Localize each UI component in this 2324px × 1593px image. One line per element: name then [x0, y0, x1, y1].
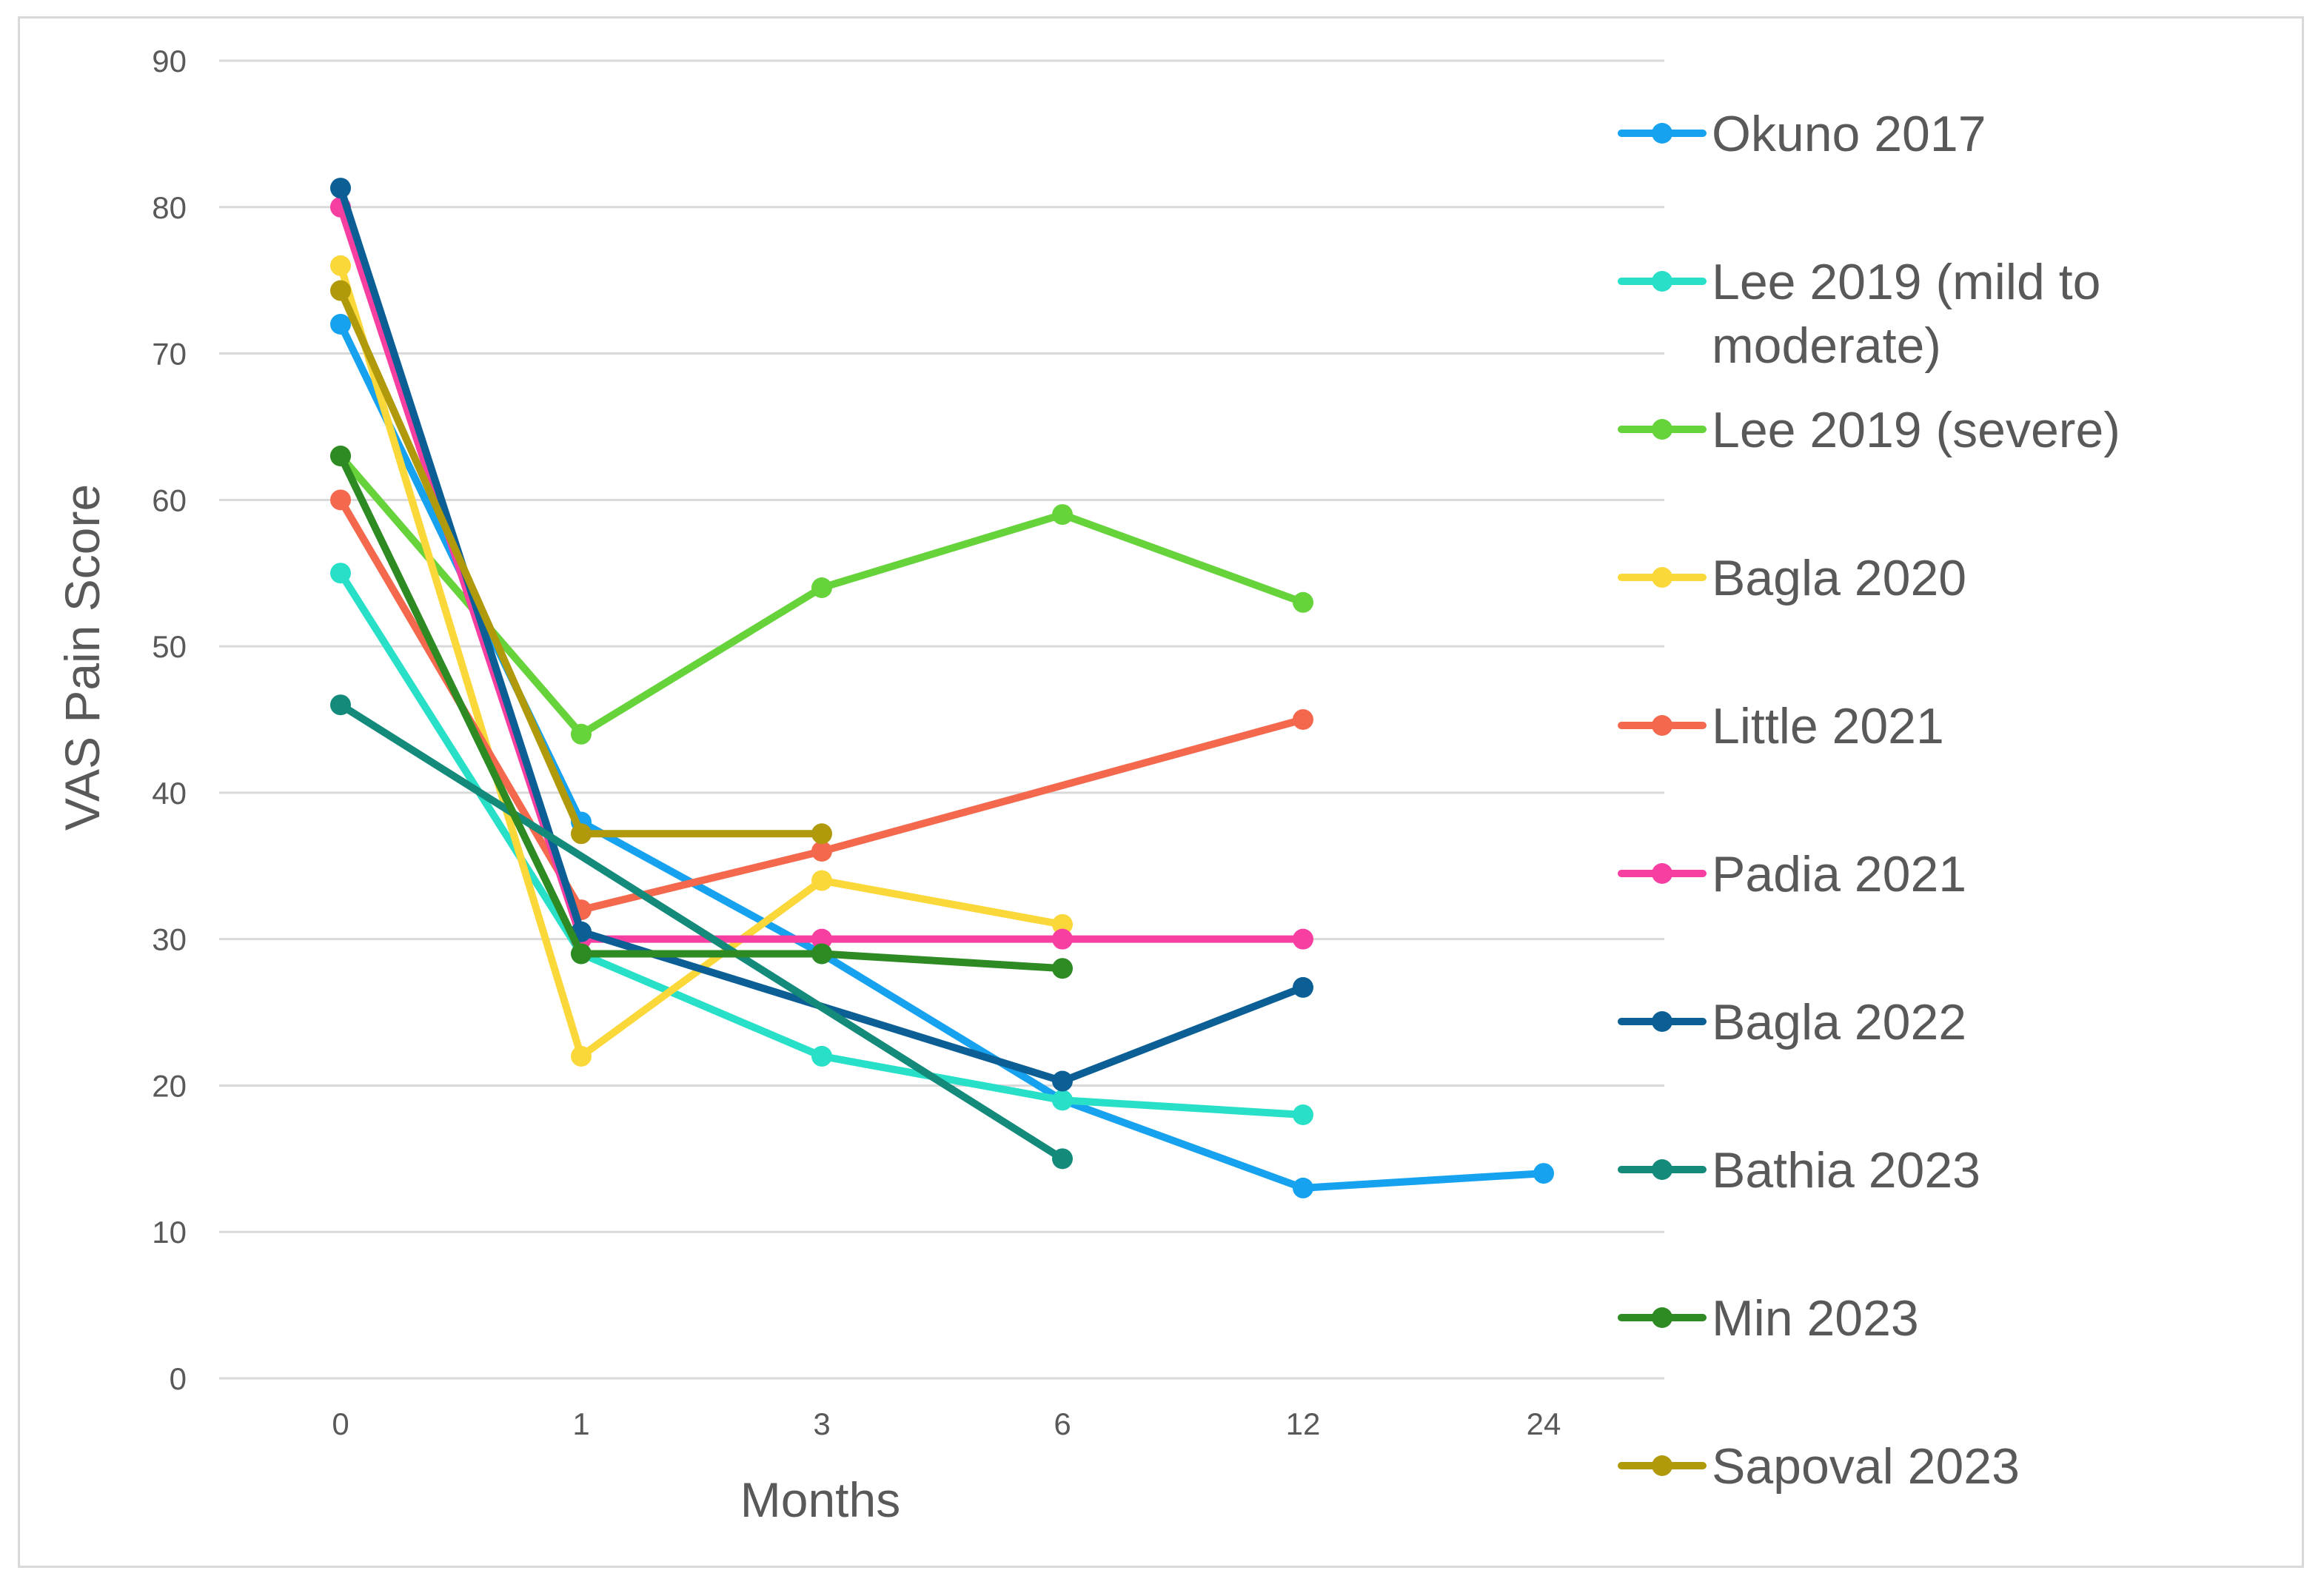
data-point	[1052, 504, 1073, 526]
legend-marker	[1652, 715, 1672, 736]
legend-item: Bagla 2020	[1618, 550, 1966, 606]
series-lines	[330, 178, 1554, 1198]
legend-label: Bathia 2023	[1712, 1142, 1980, 1198]
y-axis-title: VAS Pain Score	[55, 484, 110, 831]
legend-label: Lee 2019 (mild to	[1712, 254, 2100, 310]
data-point	[1293, 976, 1313, 998]
gridlines	[219, 59, 1664, 1380]
legend-label: Little 2021	[1712, 698, 1944, 754]
data-point	[1052, 958, 1073, 979]
legend-item: Bathia 2023	[1618, 1142, 1980, 1198]
legend-marker	[1652, 863, 1672, 884]
data-point	[571, 723, 592, 745]
legend-item: Lee 2019 (mild to moderate)	[1618, 254, 2100, 374]
y-tick-label: 80	[152, 190, 187, 225]
data-point	[330, 255, 351, 276]
x-axis-tick-labels: 0 1 3 6 12 24	[332, 1406, 1561, 1441]
legend-label: Okuno 2017	[1712, 106, 1986, 162]
legend-item: Okuno 2017	[1618, 106, 1986, 162]
data-point	[1293, 1104, 1313, 1125]
legend-label: Bagla 2020	[1712, 550, 1966, 606]
y-tick-label: 40	[152, 776, 187, 811]
y-tick-label: 50	[152, 629, 187, 664]
data-point	[1293, 1177, 1313, 1198]
y-tick-label: 0	[170, 1361, 187, 1396]
y-axis-tick-labels: 0 10 20 30 40 50 60 70 80 90	[152, 44, 187, 1396]
legend-marker	[1652, 123, 1672, 144]
series-8	[330, 446, 1073, 979]
data-point	[811, 577, 832, 598]
data-point	[330, 178, 351, 199]
legend-item: Lee 2019 (severe)	[1618, 402, 2120, 458]
x-tick-label: 12	[1286, 1406, 1321, 1441]
y-tick-label: 70	[152, 337, 187, 372]
y-tick-label: 60	[152, 483, 187, 517]
data-point	[330, 446, 351, 466]
data-point	[811, 1045, 832, 1067]
series-line	[337, 701, 1066, 1163]
legend-item: Min 2023	[1618, 1290, 1919, 1346]
legend-label: Min 2023	[1712, 1290, 1919, 1346]
legend-label: Bagla 2022	[1712, 994, 1966, 1050]
legend-marker	[1652, 271, 1672, 292]
x-tick-label: 6	[1054, 1406, 1071, 1441]
data-point	[1533, 1163, 1554, 1184]
legend-item: Padia 2021	[1618, 846, 1966, 902]
data-point	[811, 870, 832, 891]
data-point	[330, 489, 351, 511]
y-tick-label: 10	[152, 1215, 187, 1250]
data-point	[330, 280, 351, 301]
data-point	[330, 314, 351, 335]
series-line	[337, 452, 1066, 973]
x-tick-label: 24	[1527, 1406, 1561, 1441]
data-point	[571, 1045, 592, 1067]
series-9	[330, 280, 832, 845]
legend-item: Bagla 2022	[1618, 994, 1966, 1050]
legend-marker	[1652, 1011, 1672, 1032]
x-tick-label: 0	[332, 1406, 349, 1441]
series-0	[330, 314, 1554, 1198]
legend-marker	[1652, 567, 1672, 588]
legend-item: Sapoval 2023	[1618, 1438, 2020, 1495]
y-tick-label: 20	[152, 1068, 187, 1103]
legend-marker	[1652, 1307, 1672, 1328]
data-point	[1052, 1070, 1073, 1092]
data-point	[330, 694, 351, 716]
legend-marker	[1652, 1455, 1672, 1476]
data-point	[1052, 1148, 1073, 1170]
data-point	[330, 563, 351, 584]
legend-label: Padia 2021	[1712, 846, 1966, 902]
x-tick-label: 3	[813, 1406, 830, 1441]
legend-item: Little 2021	[1618, 698, 1944, 754]
data-point	[1293, 928, 1313, 950]
data-point	[571, 943, 592, 965]
y-tick-label: 30	[152, 922, 187, 957]
series-7	[330, 694, 1073, 1170]
data-point	[811, 823, 832, 845]
y-tick-label: 90	[152, 44, 187, 78]
data-point	[1052, 928, 1073, 950]
data-point	[1052, 1090, 1073, 1111]
legend-label: Lee 2019 (severe)	[1712, 402, 2120, 458]
x-axis-title: Months	[740, 1472, 900, 1527]
legend-marker	[1652, 1159, 1672, 1180]
legend-label: Sapoval 2023	[1712, 1438, 2020, 1495]
data-point	[571, 823, 592, 845]
x-tick-label: 1	[572, 1406, 589, 1441]
data-point	[1293, 591, 1313, 613]
data-point	[811, 928, 832, 950]
data-point	[811, 943, 832, 965]
data-point	[811, 841, 832, 862]
data-point	[1052, 913, 1073, 935]
legend-label: moderate)	[1712, 318, 1941, 374]
data-point	[1293, 709, 1313, 730]
legend-marker	[1652, 419, 1672, 440]
